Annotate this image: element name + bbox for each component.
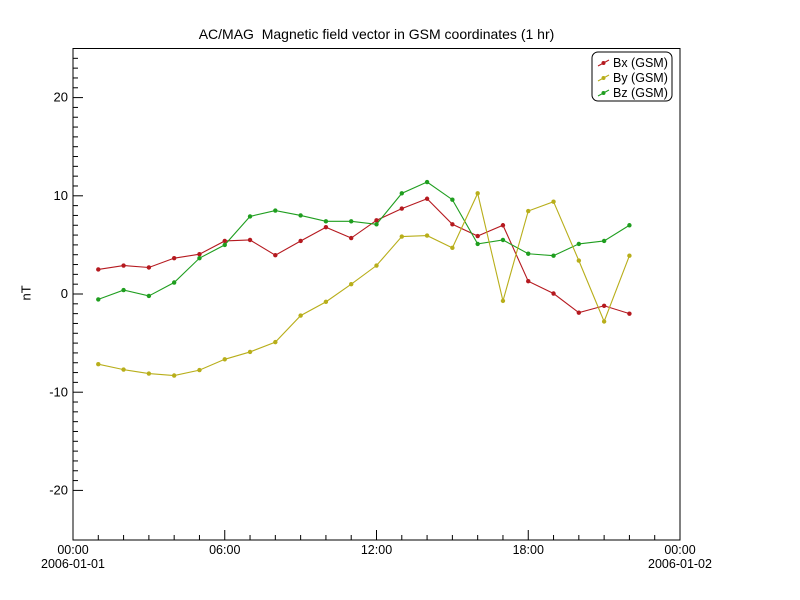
svg-text:20: 20 xyxy=(54,90,68,105)
svg-text:00:00: 00:00 xyxy=(664,543,695,557)
svg-text:18:00: 18:00 xyxy=(513,543,544,557)
svg-text:2006-01-01: 2006-01-01 xyxy=(41,557,105,571)
svg-text:06:00: 06:00 xyxy=(209,543,240,557)
svg-text:By (GSM): By (GSM) xyxy=(613,71,668,85)
svg-text:2006-01-02: 2006-01-02 xyxy=(648,557,712,571)
svg-text:0: 0 xyxy=(61,286,68,301)
svg-text:00:00: 00:00 xyxy=(57,543,88,557)
svg-text:12:00: 12:00 xyxy=(361,543,392,557)
svg-text:-20: -20 xyxy=(49,483,68,498)
svg-text:-10: -10 xyxy=(49,384,68,399)
svg-text:10: 10 xyxy=(54,188,68,203)
svg-text:Bx (GSM): Bx (GSM) xyxy=(613,56,668,70)
svg-text:Bz (GSM): Bz (GSM) xyxy=(613,86,668,100)
